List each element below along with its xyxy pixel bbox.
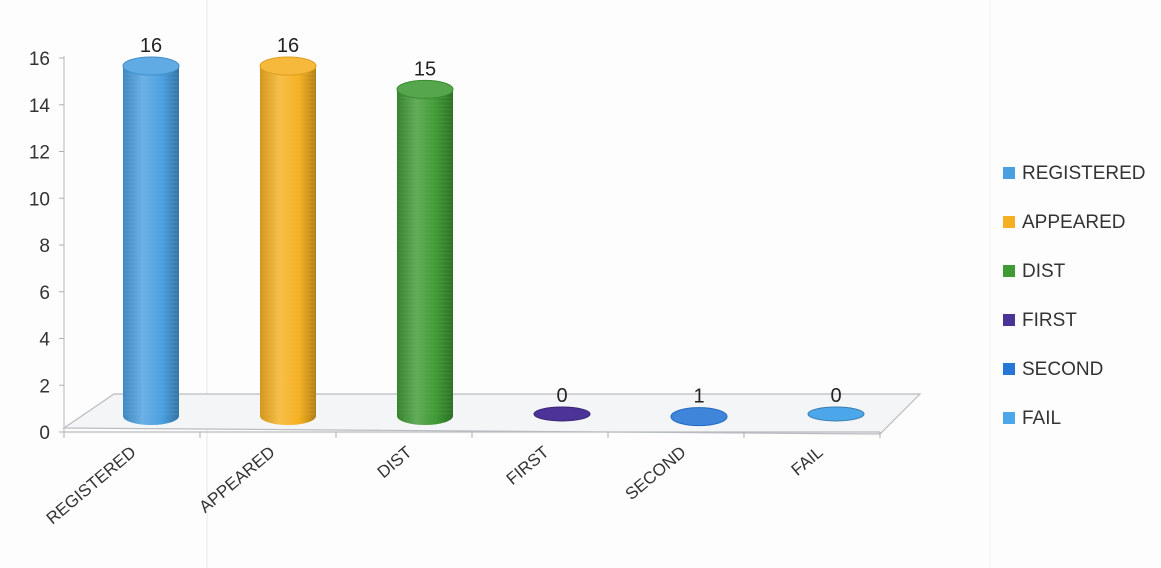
data-label: 16 bbox=[140, 35, 162, 57]
y-tick-label: 8 bbox=[39, 236, 50, 257]
bar-registered bbox=[122, 56, 180, 425]
y-tick-label: 16 bbox=[29, 49, 50, 70]
data-label: 1 bbox=[693, 386, 704, 408]
x-tick-label: FIRST bbox=[503, 443, 553, 489]
y-tick-label: 2 bbox=[39, 376, 50, 397]
legend-swatch bbox=[1003, 216, 1015, 228]
legend-swatch bbox=[1003, 412, 1015, 424]
bar-top bbox=[122, 56, 180, 76]
bar-disk bbox=[807, 406, 865, 422]
x-tick-label: APPEARED bbox=[195, 443, 278, 517]
legend-item: DIST bbox=[1003, 261, 1066, 282]
legend-swatch bbox=[1003, 363, 1015, 375]
legend-label: REGISTERED bbox=[1022, 163, 1146, 184]
y-tick-label: 10 bbox=[29, 189, 50, 210]
data-label: 0 bbox=[830, 385, 841, 407]
bar-body bbox=[260, 66, 316, 425]
legend-label: FAIL bbox=[1022, 408, 1061, 429]
legend-swatch bbox=[1003, 314, 1015, 326]
bar-body bbox=[123, 66, 179, 425]
legend-swatch bbox=[1003, 265, 1015, 277]
bar-top bbox=[259, 56, 317, 76]
legend-item: SECOND bbox=[1003, 359, 1103, 380]
data-label: 15 bbox=[414, 58, 436, 80]
bar-top bbox=[396, 79, 454, 99]
chart-floor-plane bbox=[62, 393, 922, 435]
legend-label: APPEARED bbox=[1022, 212, 1125, 233]
data-label: 0 bbox=[556, 385, 567, 407]
bar-body bbox=[397, 89, 453, 425]
y-tick-label: 14 bbox=[29, 96, 51, 117]
bar-first bbox=[533, 406, 591, 422]
legend-label: DIST bbox=[1022, 261, 1066, 282]
x-tick-label: FAIL bbox=[788, 443, 827, 480]
x-tick-label: REGISTERED bbox=[43, 443, 140, 529]
legend-item: FAIL bbox=[1003, 408, 1061, 429]
bar-dist bbox=[396, 79, 454, 425]
bar-top bbox=[670, 407, 728, 427]
x-tick-label: DIST bbox=[374, 443, 416, 482]
data-label: 16 bbox=[277, 35, 299, 57]
legend-swatch bbox=[1003, 167, 1015, 179]
bars bbox=[122, 56, 865, 427]
legend: REGISTERED APPEARED DIST FIRST SECOND FAIL bbox=[1003, 163, 1146, 429]
bar-appeared bbox=[259, 56, 317, 425]
legend-item: FIRST bbox=[1003, 310, 1077, 331]
y-tick-label: 4 bbox=[39, 330, 50, 351]
legend-item: REGISTERED bbox=[1003, 163, 1146, 184]
legend-label: SECOND bbox=[1022, 359, 1103, 380]
bar-disk bbox=[533, 406, 591, 422]
data-labels: 16 16 15 0 1 0 bbox=[140, 35, 842, 408]
y-tick-label: 6 bbox=[39, 283, 50, 304]
y-tick-label: 12 bbox=[29, 143, 50, 164]
legend-label: FIRST bbox=[1022, 310, 1077, 331]
bar-fail bbox=[807, 406, 865, 422]
bar-second bbox=[670, 407, 728, 427]
y-tick-label: 0 bbox=[39, 423, 50, 444]
x-axis: REGISTERED APPEARED DIST FIRST SECOND FAIL bbox=[43, 443, 827, 529]
x-tick-label: SECOND bbox=[622, 443, 690, 504]
legend-item: APPEARED bbox=[1003, 212, 1125, 233]
chart-floor bbox=[62, 0, 991, 568]
